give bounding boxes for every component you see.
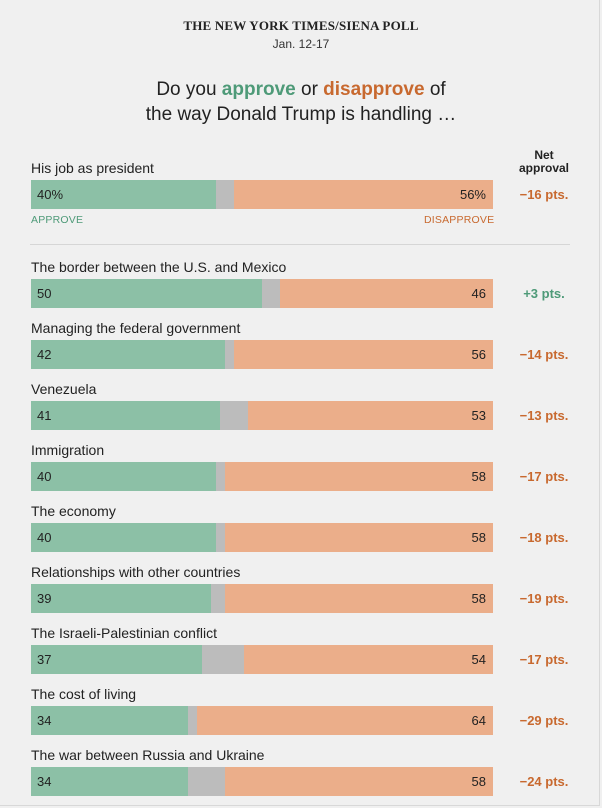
disapprove-value-label: 53 — [471, 408, 486, 423]
row-label: Immigration — [31, 442, 105, 458]
divider — [30, 244, 570, 245]
net-approval-header: Net approval — [510, 149, 578, 175]
disapprove-value-label: 58 — [471, 469, 486, 484]
stacked-bar: 39 58 — [31, 584, 493, 613]
net-header-line2: approval — [518, 161, 569, 175]
row-label: The cost of living — [31, 686, 137, 702]
approve-value-label: 41 — [37, 408, 52, 423]
row-label: Venezuela — [31, 381, 97, 397]
approve-segment — [31, 340, 225, 369]
net-header-line1: Net — [534, 148, 554, 162]
disapprove-value-label: 58 — [471, 774, 486, 789]
net-approval-value: −14 pts. — [519, 347, 569, 362]
disapprove-segment — [234, 340, 493, 369]
net-approval-value: −19 pts. — [519, 591, 569, 606]
no-opinion-segment — [216, 180, 234, 209]
disapprove-segment — [280, 279, 493, 308]
disapprove-segment — [225, 462, 493, 491]
no-opinion-segment — [225, 340, 234, 369]
stacked-bar: 42 56 — [31, 340, 493, 369]
approve-segment — [31, 767, 188, 796]
approve-segment — [31, 180, 216, 209]
net-approval-value: −16 pts. — [519, 187, 569, 202]
no-opinion-segment — [220, 401, 248, 430]
no-opinion-segment — [211, 584, 225, 613]
approve-value-label: 40 — [37, 530, 52, 545]
stacked-bar: 40 58 — [31, 462, 493, 491]
approve-segment — [31, 462, 216, 491]
disapprove-segment — [234, 180, 493, 209]
disapprove-segment — [225, 767, 493, 796]
net-approval-value: −17 pts. — [519, 469, 569, 484]
approve-value-label: 39 — [37, 591, 52, 606]
headline-disapprove: disapprove — [323, 79, 425, 100]
net-approval-value: −29 pts. — [519, 713, 569, 728]
no-opinion-segment — [262, 279, 280, 308]
net-approval-value: +3 pts. — [523, 286, 565, 301]
no-opinion-segment — [202, 645, 244, 674]
approve-value-label: 50 — [37, 286, 52, 301]
row-label: The border between the U.S. and Mexico — [31, 259, 287, 275]
net-approval-value: −13 pts. — [519, 408, 569, 423]
disapprove-segment — [225, 584, 493, 613]
disapprove-segment — [248, 401, 493, 430]
net-approval-value: −17 pts. — [519, 652, 569, 667]
disapprove-segment — [225, 523, 493, 552]
approve-segment — [31, 645, 202, 674]
row-label: The war between Russia and Ukraine — [31, 747, 265, 763]
row-label: His job as president — [31, 160, 154, 176]
no-opinion-segment — [216, 462, 225, 491]
stacked-bar: 41 53 — [31, 401, 493, 430]
disapprove-segment — [244, 645, 493, 674]
disapprove-value-label: 64 — [471, 713, 486, 728]
net-approval-value: −24 pts. — [519, 774, 569, 789]
headline-part3: of — [424, 79, 446, 100]
no-opinion-segment — [188, 767, 225, 796]
row-label: Relationships with other countries — [31, 564, 241, 580]
stacked-bar: 34 58 — [31, 767, 493, 796]
row-label: The Israeli-Palestinian conflict — [31, 625, 217, 641]
headline-part2: or — [295, 79, 324, 100]
no-opinion-segment — [216, 523, 225, 552]
row-label: Managing the federal government — [31, 320, 241, 336]
approve-segment — [31, 706, 188, 735]
disapprove-value-label: 46 — [471, 286, 486, 301]
approve-segment — [31, 584, 211, 613]
legend-approve: APPROVE — [31, 214, 84, 226]
source-title: THE NEW YORK TIMES/SIENA POLL — [183, 18, 419, 33]
disapprove-value-label: 58 — [471, 591, 486, 606]
stacked-bar: 40% 56% — [31, 180, 493, 209]
approve-value-label: 34 — [37, 774, 52, 789]
stacked-bar: 34 64 — [31, 706, 493, 735]
stacked-bar: 40 58 — [31, 523, 493, 552]
net-approval-value: −18 pts. — [519, 530, 569, 545]
approve-value-label: 37 — [37, 652, 52, 667]
approve-segment — [31, 401, 220, 430]
row-label: The economy — [31, 503, 116, 519]
disapprove-value-label: 56 — [471, 347, 486, 362]
no-opinion-segment — [188, 706, 197, 735]
headline-line2: the way Donald Trump is handling … — [145, 104, 457, 125]
disapprove-value-label: 56% — [459, 187, 486, 202]
poll-dates: Jan. 12-17 — [272, 37, 330, 51]
legend-disapprove: DISAPPROVE — [424, 214, 495, 226]
approve-value-label: 42 — [37, 347, 52, 362]
approve-value-label: 40 — [37, 469, 52, 484]
approve-value-label: 40% — [37, 187, 64, 202]
stacked-bar: 37 54 — [31, 645, 493, 674]
approve-segment — [31, 523, 216, 552]
disapprove-segment — [197, 706, 493, 735]
approve-value-label: 34 — [37, 713, 52, 728]
approve-segment — [31, 279, 262, 308]
disapprove-value-label: 58 — [471, 530, 486, 545]
headline-part1: Do you — [156, 79, 222, 100]
stacked-bar: 50 46 — [31, 279, 493, 308]
headline-approve: approve — [221, 79, 296, 100]
disapprove-value-label: 54 — [471, 652, 486, 667]
headline: Do you approve or disapprove of the way … — [0, 77, 602, 127]
